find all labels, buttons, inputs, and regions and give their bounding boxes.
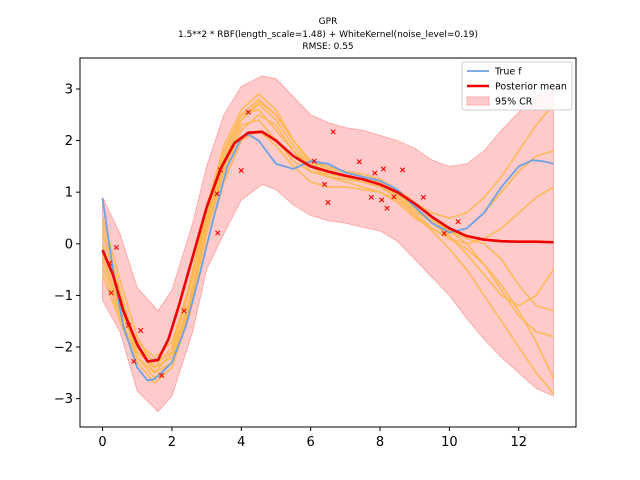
x-tick-label: 12: [510, 435, 527, 450]
x-tick-label: 0: [98, 435, 106, 450]
observation-point: [131, 358, 137, 365]
true-f-layer: [101, 133, 554, 382]
x-tick-label: 6: [307, 435, 315, 450]
y-tick-label: 2: [65, 134, 73, 149]
observation-point: [399, 167, 406, 173]
observation-point: [245, 109, 251, 115]
observation-point: [215, 230, 221, 236]
observation-point: [384, 205, 390, 211]
observation-point: [311, 158, 317, 164]
y-tick-label: 3: [65, 82, 73, 97]
y-axis: −3 −2 −1 0 1 2 3: [54, 82, 80, 407]
observation-point: [321, 181, 328, 188]
observation-point: [441, 230, 447, 237]
x-tick-label: 4: [237, 435, 245, 450]
observation-point: [217, 167, 224, 173]
legend-label: Posterior mean: [495, 82, 567, 93]
observation-point: [108, 290, 114, 296]
posterior-mean-layer: [101, 130, 554, 363]
observation-point: [380, 166, 387, 172]
observation-point: [214, 191, 220, 197]
observation-point: [238, 167, 244, 174]
observation-point: [125, 322, 132, 328]
observation-point: [391, 194, 397, 200]
x-tick-label: 2: [168, 435, 176, 450]
legend-swatch: [466, 96, 490, 106]
posterior-sample-line-4: [101, 129, 555, 394]
legend-label: 95% CR: [495, 97, 533, 108]
posterior-sample-line-5: [101, 98, 555, 374]
observation-point: [330, 129, 336, 135]
x-axis: 0 2 4 6 8 10 12: [98, 427, 527, 450]
credible-region-band: [102, 75, 554, 413]
y-tick-label: −3: [54, 392, 73, 407]
observation-point: [106, 260, 113, 266]
observation-point: [158, 372, 165, 378]
legend: True f Posterior mean 95% CR: [461, 61, 573, 111]
observation-point: [356, 159, 362, 165]
posterior-mean-line: [101, 130, 554, 363]
observation-point: [368, 194, 374, 200]
observation-point: [138, 327, 144, 334]
y-tick-label: 1: [65, 186, 73, 201]
observation-point: [372, 170, 378, 176]
observations-layer: [106, 109, 461, 378]
plot-area: [101, 75, 555, 413]
observation-point: [455, 219, 461, 225]
x-tick-label: 8: [376, 435, 384, 450]
observation-point: [420, 194, 426, 200]
title-line-3: RMSE: 0.55: [302, 42, 353, 52]
true-f-line: [101, 133, 554, 382]
title-line-2: 1.5**2 * RBF(length_scale=1.48) + WhiteK…: [178, 30, 478, 40]
y-tick-label: −2: [54, 341, 73, 356]
legend-box: [461, 61, 573, 111]
plot-frame: [79, 57, 577, 428]
legend-label: True f: [494, 67, 522, 78]
y-tick-label: 0: [65, 237, 73, 252]
y-tick-label: −1: [54, 289, 73, 304]
observation-point: [379, 197, 385, 203]
x-tick-label: 10: [441, 435, 458, 450]
observation-point: [181, 308, 187, 314]
observation-point: [113, 244, 120, 250]
chart-title: GPR 1.5**2 * RBF(length_scale=1.48) + Wh…: [178, 17, 478, 52]
credible-region-layer: [102, 75, 554, 413]
observation-point: [325, 199, 331, 206]
title-line-1: GPR: [319, 17, 338, 27]
